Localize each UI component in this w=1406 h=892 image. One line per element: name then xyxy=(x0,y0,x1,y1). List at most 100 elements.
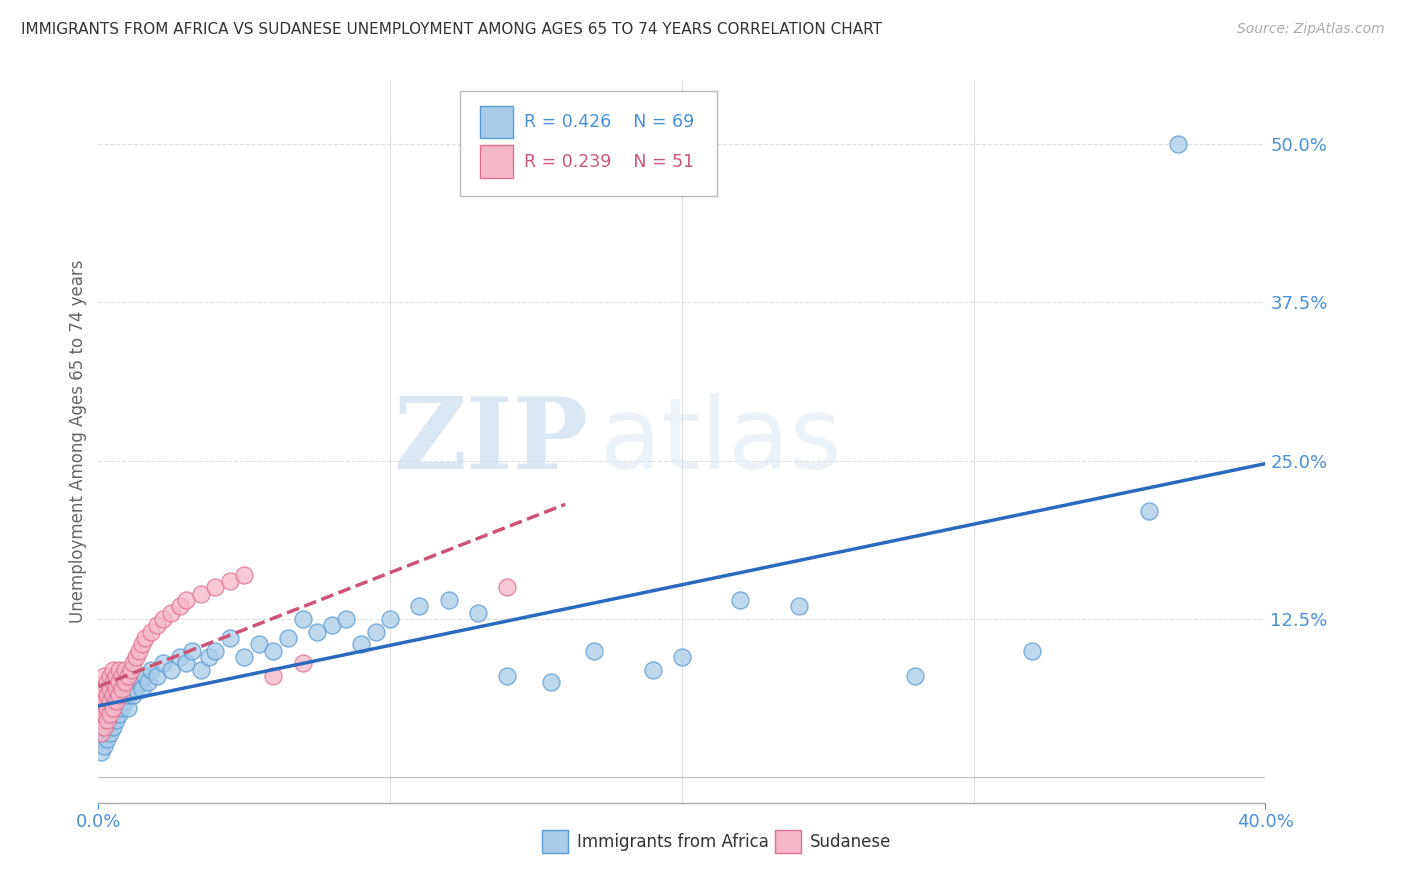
Point xyxy=(120,663,142,677)
Point xyxy=(180,643,202,657)
Point xyxy=(730,593,752,607)
Point xyxy=(111,700,134,714)
Point xyxy=(128,675,150,690)
Point xyxy=(262,643,284,657)
Point xyxy=(117,688,139,702)
Point xyxy=(108,675,131,690)
Point xyxy=(335,612,357,626)
Point xyxy=(101,675,124,690)
Point xyxy=(93,669,115,683)
Point xyxy=(96,732,118,747)
Point xyxy=(122,688,145,702)
FancyBboxPatch shape xyxy=(541,830,568,854)
Point xyxy=(96,714,118,728)
Point xyxy=(108,688,131,702)
Point xyxy=(117,669,139,683)
Point xyxy=(134,631,156,645)
Point xyxy=(467,606,489,620)
Point xyxy=(139,663,162,677)
Point xyxy=(277,631,299,645)
Point xyxy=(101,694,124,708)
Point xyxy=(321,618,343,632)
Point xyxy=(218,574,240,588)
Point xyxy=(111,688,134,702)
Point xyxy=(174,593,197,607)
Point xyxy=(291,612,314,626)
Point xyxy=(104,681,127,696)
Point xyxy=(160,606,183,620)
Point xyxy=(93,707,115,722)
Point xyxy=(641,663,664,677)
Point xyxy=(108,663,131,677)
Point xyxy=(152,612,174,626)
Point xyxy=(1167,136,1189,151)
Point xyxy=(291,657,314,671)
Point xyxy=(111,681,134,696)
Point xyxy=(90,714,112,728)
Point xyxy=(98,681,121,696)
Point xyxy=(101,688,124,702)
Point xyxy=(198,650,221,665)
Point xyxy=(1021,643,1043,657)
Text: Source: ZipAtlas.com: Source: ZipAtlas.com xyxy=(1237,22,1385,37)
Point xyxy=(114,694,136,708)
Point xyxy=(93,739,115,753)
Point xyxy=(496,669,519,683)
Point xyxy=(101,700,124,714)
Point xyxy=(496,580,519,594)
Point xyxy=(96,694,118,708)
Point xyxy=(122,657,145,671)
Point xyxy=(262,669,284,683)
Point xyxy=(169,599,191,614)
Point xyxy=(93,681,115,696)
Point xyxy=(190,663,212,677)
Point xyxy=(1137,504,1160,518)
Point xyxy=(671,650,693,665)
Point xyxy=(190,587,212,601)
Point xyxy=(108,694,131,708)
Point xyxy=(117,700,139,714)
Point xyxy=(104,669,127,683)
Point xyxy=(101,707,124,722)
Point xyxy=(787,599,810,614)
Point xyxy=(90,720,112,734)
Point xyxy=(111,669,134,683)
Point xyxy=(93,714,115,728)
Text: R = 0.239    N = 51: R = 0.239 N = 51 xyxy=(524,153,695,170)
Point xyxy=(233,567,256,582)
Point xyxy=(101,663,124,677)
Point xyxy=(96,675,118,690)
Point xyxy=(96,688,118,702)
FancyBboxPatch shape xyxy=(479,105,513,138)
Point xyxy=(204,643,226,657)
Point xyxy=(96,700,118,714)
FancyBboxPatch shape xyxy=(479,145,513,178)
Point xyxy=(98,694,121,708)
Point xyxy=(90,726,112,740)
Text: ZIP: ZIP xyxy=(394,393,589,490)
Point xyxy=(136,675,159,690)
Point xyxy=(146,618,169,632)
Point xyxy=(98,669,121,683)
Text: atlas: atlas xyxy=(600,393,842,490)
Point xyxy=(904,669,927,683)
Text: Sudanese: Sudanese xyxy=(810,833,891,851)
Text: R = 0.426    N = 69: R = 0.426 N = 69 xyxy=(524,112,695,131)
Point xyxy=(96,707,118,722)
Point xyxy=(108,707,131,722)
Point xyxy=(380,612,402,626)
Point xyxy=(146,669,169,683)
Point xyxy=(98,707,121,722)
Point xyxy=(90,745,112,759)
Text: IMMIGRANTS FROM AFRICA VS SUDANESE UNEMPLOYMENT AMONG AGES 65 TO 74 YEARS CORREL: IMMIGRANTS FROM AFRICA VS SUDANESE UNEMP… xyxy=(21,22,882,37)
Point xyxy=(125,681,148,696)
Point xyxy=(307,624,329,639)
Point xyxy=(98,700,121,714)
Point xyxy=(131,637,153,651)
Point xyxy=(96,720,118,734)
Point xyxy=(364,624,387,639)
Point xyxy=(152,657,174,671)
Point xyxy=(408,599,430,614)
FancyBboxPatch shape xyxy=(775,830,801,854)
Point xyxy=(233,650,256,665)
